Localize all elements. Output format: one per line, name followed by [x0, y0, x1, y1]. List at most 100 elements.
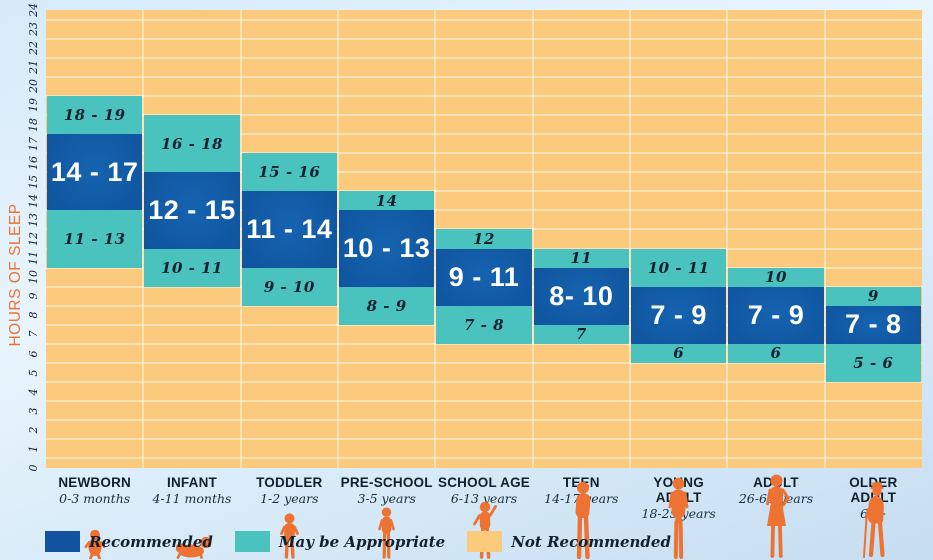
band-label: 16 - 18 — [161, 134, 223, 153]
v-gridline — [142, 10, 145, 468]
band-label: 8 - 9 — [366, 296, 407, 315]
category-name: NEWBORN — [58, 475, 131, 490]
h-gridline — [46, 75, 922, 78]
band-upper-6: 10 - 11 — [631, 248, 727, 287]
band-lower-0: 11 - 13 — [47, 210, 143, 268]
h-gridline — [46, 171, 922, 174]
band-upper-8: 9 — [825, 286, 921, 306]
legend-label-not-recommended: Not Recommended — [511, 532, 671, 551]
band-label: 12 - 15 — [148, 194, 236, 225]
y-axis-title: HOURS OF SLEEP — [7, 203, 24, 347]
h-gridline — [46, 342, 922, 345]
band-lower-1: 10 - 11 — [144, 248, 240, 287]
band-recommended-1: 12 - 15 — [144, 172, 240, 249]
h-gridline — [46, 113, 922, 116]
band-label: 10 - 13 — [342, 233, 431, 264]
band-label: 9 — [867, 287, 879, 306]
band-recommended-0: 14 - 17 — [47, 134, 143, 211]
legend-swatch-may-be-appropriate — [234, 531, 270, 552]
x-label-4: SCHOOL AGE 6-13 years — [435, 475, 532, 506]
band-label: 5 - 6 — [853, 354, 894, 373]
x-label-1: INFANT 4-11 months — [143, 475, 240, 506]
band-lower-4: 7 - 8 — [436, 305, 532, 344]
v-gridline — [726, 10, 729, 468]
band-label: 7 - 8 — [463, 315, 505, 334]
v-gridline — [629, 10, 631, 468]
h-gridline — [46, 209, 922, 212]
category-age-range: 4-11 months — [152, 491, 232, 506]
figure-adult-icon — [759, 474, 794, 559]
h-gridline — [46, 152, 922, 155]
band-label: 15 - 16 — [258, 163, 321, 182]
band-label: 7 — [575, 325, 587, 344]
v-gridline — [434, 10, 437, 468]
h-gridline — [46, 94, 922, 97]
band-lower-6: 6 — [631, 343, 727, 364]
category-name: SCHOOL AGE — [437, 475, 530, 490]
band-recommended-4: 9 - 11 — [436, 248, 532, 306]
band-upper-7: 10 — [728, 267, 824, 287]
figure-infant-crawling-icon — [171, 535, 213, 559]
figure-older-adult-with-cane-icon — [852, 481, 895, 559]
band-upper-2: 15 - 16 — [241, 153, 337, 192]
x-label-3: PRE-SCHOOL 3-5 years — [338, 475, 435, 506]
h-gridline — [46, 438, 922, 441]
band-lower-8: 5 - 6 — [825, 343, 921, 383]
band-label: 7 - 9 — [747, 299, 805, 330]
h-gridline — [46, 37, 922, 40]
band-label: 14 — [375, 191, 398, 210]
x-label-0: NEWBORN 0-3 months — [46, 475, 143, 506]
category-age-range: 1-2 years — [260, 491, 319, 506]
band-recommended-2: 11 - 14 — [241, 191, 337, 268]
figure-preschooler-icon — [375, 507, 398, 559]
band-label: 18 - 19 — [63, 105, 126, 124]
band-label: 11 - 14 — [246, 213, 333, 244]
legend-label-recommended: Recommended — [89, 532, 213, 551]
v-gridline — [531, 10, 534, 468]
band-label: 10 - 11 — [647, 258, 710, 277]
band-recommended-5: 8- 10 — [533, 267, 629, 325]
h-gridline — [46, 56, 922, 59]
h-gridline — [46, 362, 922, 365]
band-label: 7 - 9 — [650, 299, 707, 330]
category-name: INFANT — [167, 475, 217, 490]
band-label: 9 - 10 — [263, 277, 315, 296]
category-name: TODDLER — [256, 475, 323, 490]
h-gridline — [46, 457, 922, 460]
band-label: 11 — [570, 249, 593, 268]
band-recommended-7: 7 - 9 — [728, 286, 824, 344]
plot-area: 18 - 19 16 - 18 15 - 16 14 12 11 10 - 11 10 9 14 … — [46, 10, 922, 468]
y-tick: 24 — [27, 3, 40, 17]
v-gridline — [239, 10, 242, 468]
legend: Recommended May be Appropriate Not Recom… — [45, 531, 693, 552]
figure-toddler-icon — [277, 513, 302, 559]
category-age-range: 0-3 months — [59, 491, 131, 506]
band-label: 12 — [473, 229, 495, 248]
band-label: 11 - 13 — [63, 230, 126, 248]
band-upper-0: 18 - 19 — [47, 95, 143, 135]
band-upper-1: 16 - 18 — [144, 114, 240, 173]
category-age-range: 3-5 years — [357, 491, 416, 506]
band-lower-3: 8 - 9 — [339, 286, 435, 325]
band-label: 10 — [765, 268, 787, 287]
legend-label-may-be-appropriate: May be Appropriate — [278, 532, 446, 551]
h-gridline — [46, 18, 922, 21]
figure-young-adult-icon — [664, 477, 693, 559]
band-label: 7 - 8 — [845, 309, 902, 340]
band-recommended-3: 10 - 13 — [339, 210, 435, 287]
h-gridline — [46, 190, 922, 193]
x-label-2: TODDLER 1-2 years — [241, 475, 338, 506]
band-recommended-8: 7 - 8 — [825, 305, 921, 344]
h-gridline — [46, 400, 922, 403]
band-lower-5: 7 — [533, 324, 629, 344]
figure-teen-icon — [565, 481, 598, 559]
band-label: 9 - 11 — [448, 261, 520, 292]
band-label: 6 — [770, 344, 782, 363]
band-recommended-6: 7 - 9 — [631, 286, 727, 344]
band-upper-5: 11 — [533, 248, 629, 268]
v-gridline — [823, 10, 826, 468]
band-label: 10 - 11 — [161, 258, 223, 277]
v-gridline — [337, 10, 339, 468]
h-gridline — [46, 419, 922, 422]
category-age-range: 6-13 years — [450, 491, 518, 506]
